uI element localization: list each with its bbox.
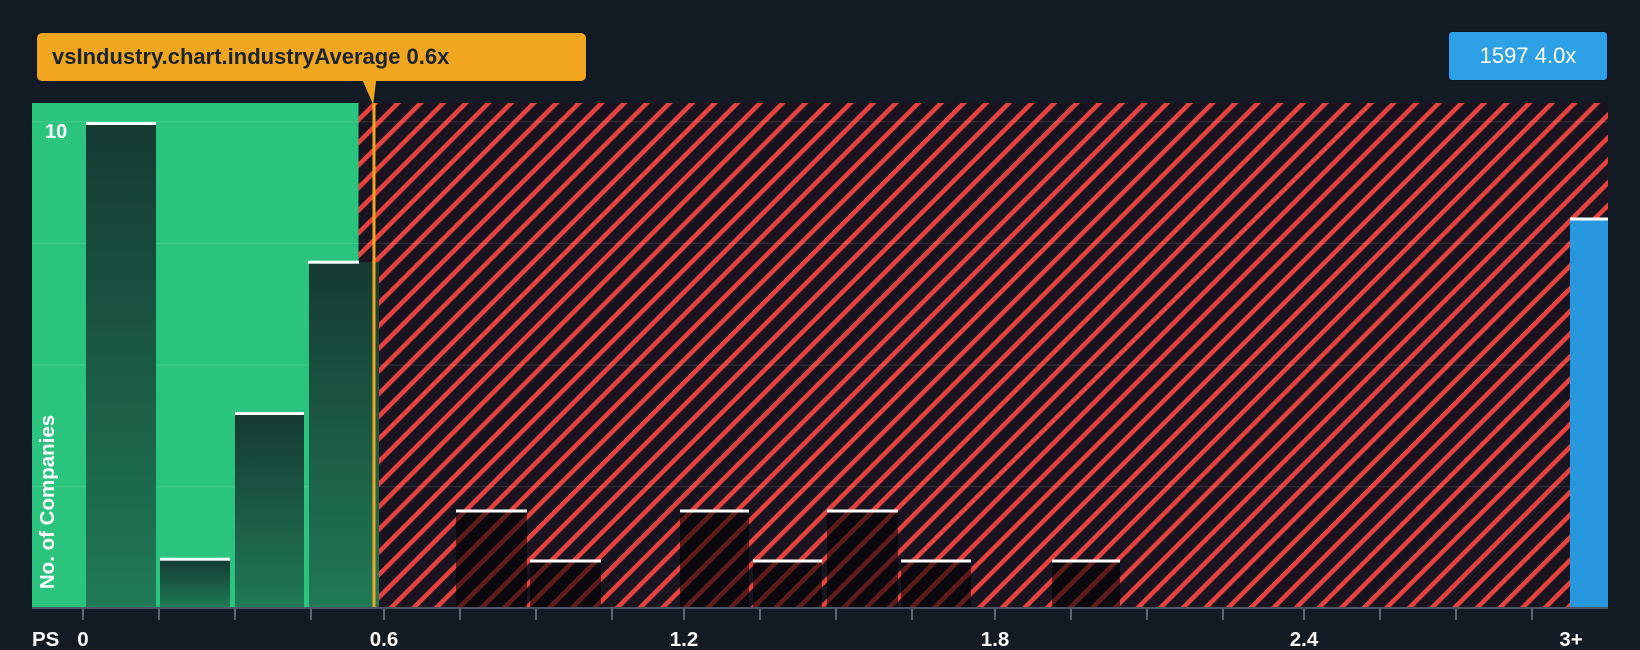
svg-text:3+: 3+ bbox=[1559, 628, 1582, 650]
svg-text:0: 0 bbox=[77, 628, 88, 650]
svg-text:0.6: 0.6 bbox=[370, 628, 399, 650]
svg-text:1.8: 1.8 bbox=[981, 628, 1010, 650]
svg-text:PS: PS bbox=[32, 628, 59, 650]
svg-text:1.2: 1.2 bbox=[670, 628, 699, 650]
svg-text:2.4: 2.4 bbox=[1290, 628, 1319, 650]
svg-text:10: 10 bbox=[45, 121, 67, 143]
svg-text:No. of Companies: No. of Companies bbox=[36, 415, 59, 589]
